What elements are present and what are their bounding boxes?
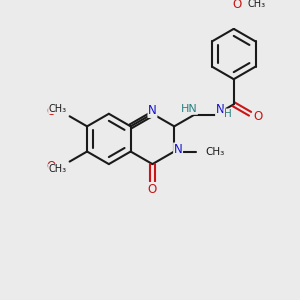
Text: O: O	[232, 0, 241, 11]
Text: H: H	[224, 109, 232, 119]
Text: CH₃: CH₃	[247, 0, 266, 10]
Text: N: N	[216, 103, 224, 116]
Text: N: N	[174, 143, 182, 156]
Text: CH₃: CH₃	[49, 164, 67, 174]
Text: CH₃: CH₃	[205, 146, 224, 157]
Text: CH₃: CH₃	[49, 103, 67, 113]
Text: HN: HN	[181, 104, 197, 114]
Text: O: O	[148, 183, 157, 196]
Text: N: N	[148, 104, 157, 117]
Text: O: O	[253, 110, 262, 123]
Text: O: O	[47, 160, 56, 173]
Text: O: O	[47, 105, 56, 118]
